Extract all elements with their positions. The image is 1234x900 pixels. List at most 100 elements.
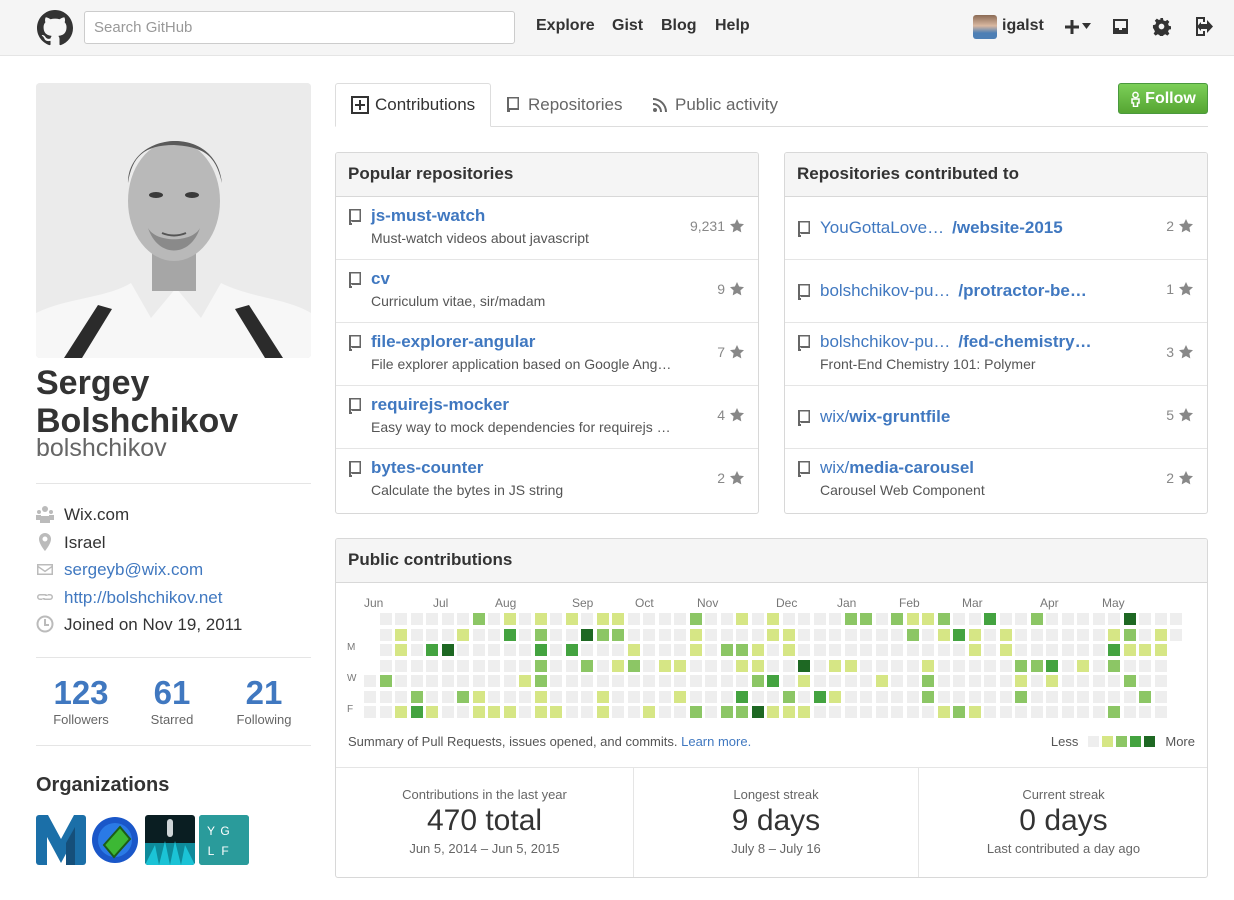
- contribution-day[interactable]: [968, 675, 981, 687]
- contribution-day[interactable]: [751, 628, 764, 641]
- contribution-day[interactable]: [999, 675, 1012, 687]
- contribution-day[interactable]: [1030, 644, 1043, 656]
- contribution-day[interactable]: [565, 690, 578, 703]
- contribution-day[interactable]: [906, 659, 919, 672]
- contribution-day[interactable]: [705, 628, 717, 641]
- contribution-day[interactable]: [534, 644, 547, 656]
- follow-button[interactable]: Follow: [1118, 83, 1208, 114]
- contribution-day[interactable]: [937, 659, 950, 672]
- contribution-day[interactable]: [488, 659, 500, 672]
- contribution-day[interactable]: [565, 659, 578, 672]
- followers-stat[interactable]: 123 Followers: [35, 674, 127, 727]
- contribution-day[interactable]: [906, 628, 919, 641]
- nav-explore[interactable]: Explore: [536, 17, 595, 34]
- contribution-day[interactable]: [1154, 706, 1167, 718]
- contribution-day[interactable]: [1139, 675, 1151, 687]
- contribution-day[interactable]: [891, 706, 903, 718]
- contribution-day[interactable]: [519, 675, 531, 687]
- contribution-day[interactable]: [829, 659, 841, 672]
- contribution-day[interactable]: [643, 675, 655, 687]
- contribution-day[interactable]: [627, 613, 640, 625]
- repo-name-link[interactable]: file-explorer-angular: [371, 332, 535, 352]
- contribution-day[interactable]: [379, 613, 392, 625]
- contribution-day[interactable]: [643, 644, 655, 656]
- repo-name-link[interactable]: bolshchikov-pu… /protractor-be…: [820, 281, 1087, 301]
- contribution-day[interactable]: [1170, 613, 1182, 625]
- contribution-day[interactable]: [457, 706, 469, 718]
- contribution-day[interactable]: [689, 690, 702, 703]
- contribution-day[interactable]: [937, 690, 950, 703]
- contribution-day[interactable]: [534, 690, 547, 703]
- contribution-day[interactable]: [457, 628, 469, 641]
- contribution-day[interactable]: [875, 644, 888, 656]
- repo-stars[interactable]: 7: [717, 344, 745, 360]
- contribution-day[interactable]: [550, 644, 562, 656]
- contribution-day[interactable]: [767, 613, 779, 625]
- contribution-day[interactable]: [472, 628, 485, 641]
- contribution-day[interactable]: [689, 675, 702, 687]
- repo-stars[interactable]: 4: [717, 407, 745, 423]
- contribution-day[interactable]: [720, 659, 733, 672]
- contribution-day[interactable]: [472, 613, 485, 625]
- contribution-day[interactable]: [844, 659, 857, 672]
- contribution-day[interactable]: [395, 706, 407, 718]
- contribution-day[interactable]: [689, 613, 702, 625]
- contribution-day[interactable]: [658, 644, 671, 656]
- contribution-day[interactable]: [1061, 659, 1074, 672]
- contribution-day[interactable]: [736, 644, 748, 656]
- contribution-day[interactable]: [379, 675, 392, 687]
- repo-stars[interactable]: 1: [1166, 281, 1194, 297]
- inbox-icon[interactable]: [1111, 17, 1130, 36]
- contribution-day[interactable]: [581, 706, 593, 718]
- contribution-day[interactable]: [829, 628, 841, 641]
- repo-stars[interactable]: 5: [1166, 407, 1194, 423]
- contribution-day[interactable]: [457, 690, 469, 703]
- contribution-day[interactable]: [813, 613, 826, 625]
- contribution-day[interactable]: [565, 675, 578, 687]
- contribution-day[interactable]: [410, 675, 423, 687]
- contribution-day[interactable]: [999, 690, 1012, 703]
- contribution-day[interactable]: [627, 675, 640, 687]
- contribution-day[interactable]: [860, 690, 872, 703]
- contribution-day[interactable]: [550, 675, 562, 687]
- repo-stars[interactable]: 9,231: [690, 218, 745, 234]
- contribution-day[interactable]: [364, 675, 376, 687]
- contribution-day[interactable]: [364, 706, 376, 718]
- contribution-day[interactable]: [813, 690, 826, 703]
- contribution-day[interactable]: [891, 690, 903, 703]
- contribution-day[interactable]: [658, 675, 671, 687]
- contribution-day[interactable]: [1092, 659, 1105, 672]
- contribution-day[interactable]: [782, 690, 795, 703]
- contribution-day[interactable]: [1123, 644, 1136, 656]
- contribution-day[interactable]: [441, 706, 454, 718]
- nav-gist[interactable]: Gist: [612, 17, 644, 34]
- contribution-day[interactable]: [736, 659, 748, 672]
- repo-name-link[interactable]: cv: [371, 269, 390, 289]
- contribution-day[interactable]: [829, 675, 841, 687]
- contribution-day[interactable]: [829, 644, 841, 656]
- contribution-day[interactable]: [751, 675, 764, 687]
- contribution-day[interactable]: [782, 675, 795, 687]
- contribution-day[interactable]: [612, 690, 624, 703]
- contribution-day[interactable]: [627, 659, 640, 672]
- contribution-day[interactable]: [1015, 675, 1027, 687]
- contribution-day[interactable]: [379, 659, 392, 672]
- contribution-day[interactable]: [503, 628, 516, 641]
- contribution-day[interactable]: [581, 675, 593, 687]
- contribution-day[interactable]: [720, 690, 733, 703]
- user-name[interactable]: igalst: [1002, 17, 1044, 34]
- contribution-day[interactable]: [798, 613, 810, 625]
- contribution-day[interactable]: [674, 706, 686, 718]
- contribution-day[interactable]: [596, 675, 609, 687]
- contribution-day[interactable]: [968, 659, 981, 672]
- contribution-day[interactable]: [751, 644, 764, 656]
- contribution-day[interactable]: [1015, 706, 1027, 718]
- contribution-day[interactable]: [1030, 659, 1043, 672]
- contribution-day[interactable]: [736, 706, 748, 718]
- contribution-day[interactable]: [875, 675, 888, 687]
- contribution-day[interactable]: [658, 613, 671, 625]
- contribution-day[interactable]: [1077, 690, 1089, 703]
- repo-name-link[interactable]: bolshchikov-pu… /fed-chemistry…: [820, 332, 1092, 352]
- contribution-day[interactable]: [596, 690, 609, 703]
- contribution-day[interactable]: [689, 659, 702, 672]
